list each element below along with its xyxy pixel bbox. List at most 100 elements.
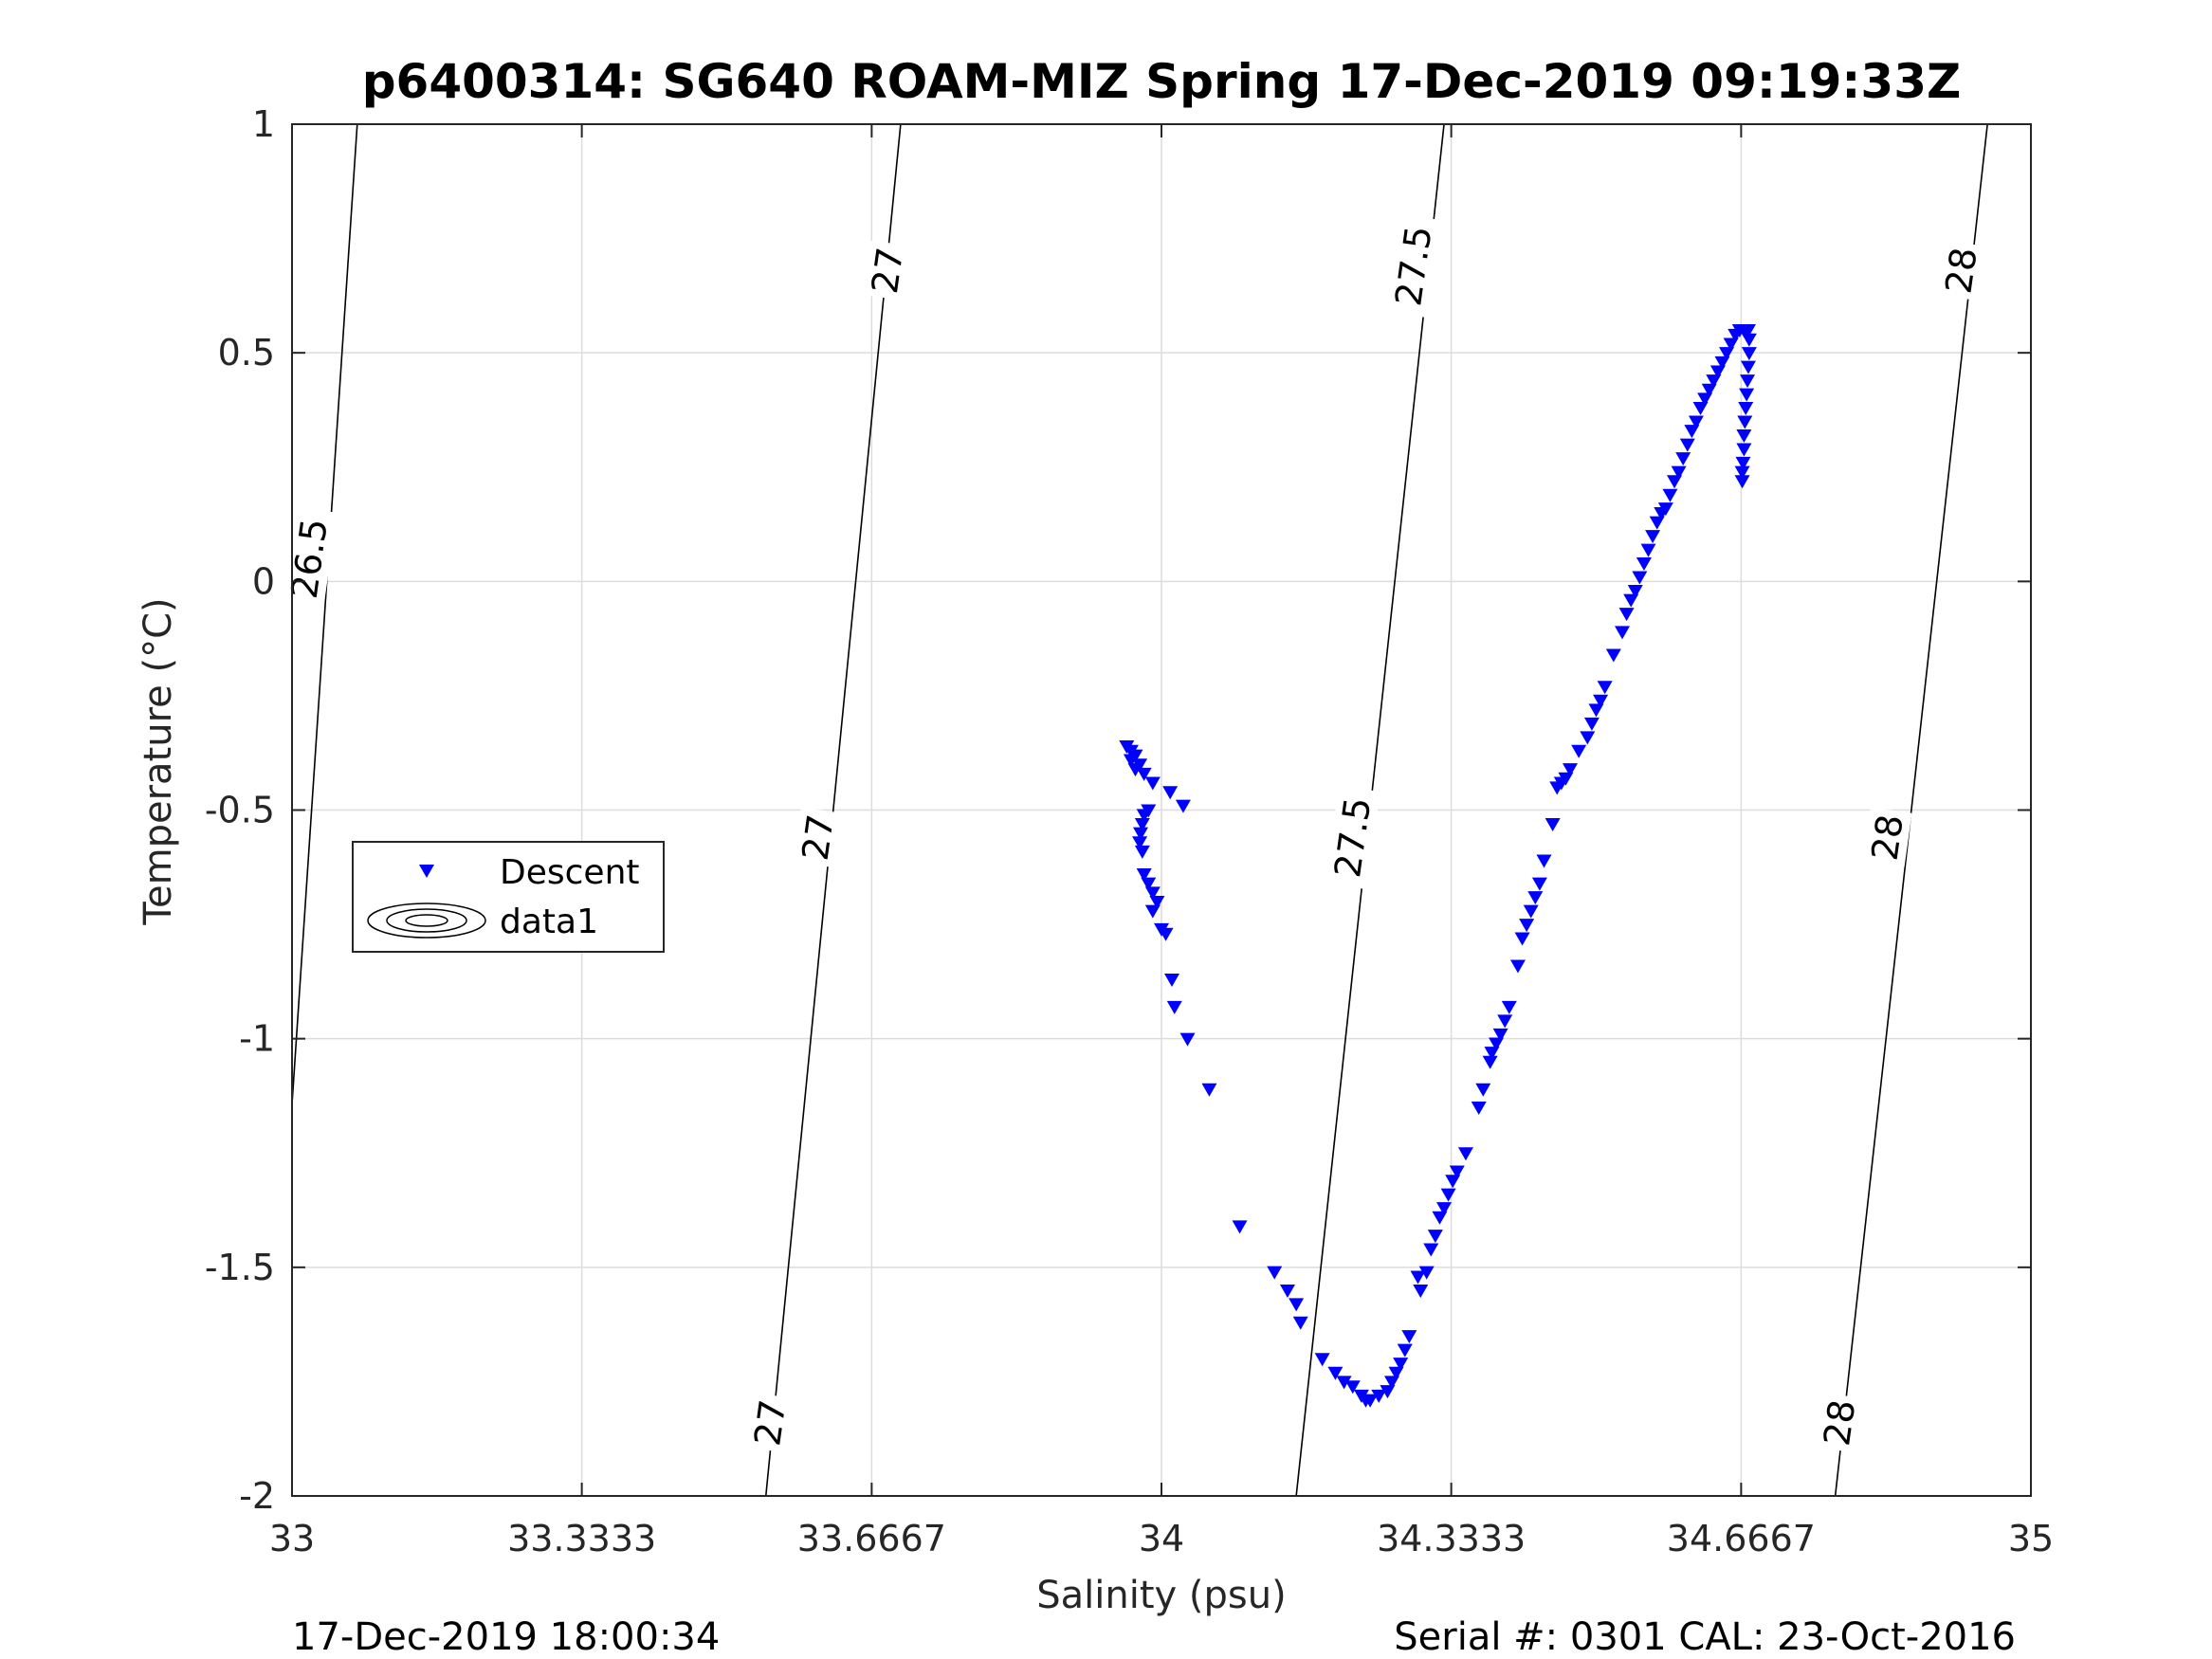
descent-point xyxy=(1741,333,1757,347)
descent-point xyxy=(1327,1366,1344,1380)
x-tick-label: 33.3333 xyxy=(507,1518,656,1559)
descent-point xyxy=(1697,392,1713,407)
descent-point xyxy=(1436,1202,1453,1216)
descent-point xyxy=(1723,337,1739,352)
descent-point xyxy=(1449,1165,1465,1179)
descent-point xyxy=(1519,919,1535,933)
descent-point xyxy=(1497,1014,1513,1029)
y-tick-label: -1.5 xyxy=(205,1247,275,1288)
isopycnal-label-text: 28 xyxy=(1816,1397,1863,1449)
descent-point xyxy=(1571,744,1587,758)
descent-point xyxy=(1136,767,1152,781)
descent-point xyxy=(1413,1284,1429,1298)
descent-point xyxy=(1709,365,1726,379)
descent-point xyxy=(1735,456,1751,470)
descent-point xyxy=(1179,1032,1196,1047)
descent-point xyxy=(1531,877,1547,891)
legend-contour-icon xyxy=(367,902,486,939)
descent-point xyxy=(1632,571,1648,585)
descent-point xyxy=(1562,763,1578,777)
descent-point xyxy=(1545,817,1561,831)
legend-descent-marker xyxy=(419,865,434,878)
isopycnal-label-text: 27 xyxy=(795,811,842,863)
descent-point xyxy=(1597,681,1613,695)
x-tick-label: 35 xyxy=(2008,1518,2054,1559)
isopycnal-line xyxy=(292,124,358,1116)
descent-point xyxy=(1501,1000,1517,1014)
descent-point xyxy=(1132,827,1148,841)
isopycnal-label-text: 28 xyxy=(1864,811,1911,863)
descent-point xyxy=(1588,703,1604,718)
x-tick-label: 34 xyxy=(1139,1518,1184,1559)
descent-point xyxy=(1127,763,1143,777)
y-tick-label: -2 xyxy=(239,1475,275,1517)
descent-point xyxy=(1267,1266,1283,1280)
descent-point xyxy=(1136,809,1152,823)
descent-point xyxy=(1136,868,1152,883)
footer-timestamp: 17-Dec-2019 18:00:34 xyxy=(292,1615,720,1659)
descent-point xyxy=(1384,1376,1400,1390)
descent-point xyxy=(1671,465,1687,480)
descent-point xyxy=(1675,452,1691,466)
descent-point xyxy=(1475,1083,1491,1097)
y-tick-label: 0 xyxy=(252,560,275,602)
descent-point xyxy=(1175,799,1191,813)
chart-title: p6400314: SG640 ROAM-MIZ Spring 17-Dec-2… xyxy=(362,54,1962,109)
descent-point xyxy=(1701,383,1717,397)
descent-point xyxy=(1740,324,1756,338)
descent-point xyxy=(1410,1270,1426,1285)
descent-point xyxy=(1714,356,1730,370)
descent-point xyxy=(1445,1175,1461,1189)
descent-point xyxy=(1605,648,1621,663)
descent-point xyxy=(1292,1316,1308,1330)
descent-point xyxy=(1667,475,1683,489)
descent-point xyxy=(1144,886,1161,901)
legend-label-descent: Descent xyxy=(500,853,640,892)
descent-point xyxy=(1692,402,1709,416)
x-tick-label: 33.6667 xyxy=(797,1518,946,1559)
descent-point xyxy=(1432,1211,1448,1225)
descent-point xyxy=(1640,543,1656,557)
isopycnal-label: 27 xyxy=(793,807,843,868)
y-tick-label: 1 xyxy=(252,103,275,145)
descent-point xyxy=(1662,488,1678,502)
descent-point xyxy=(1166,1000,1182,1014)
x-axis-label: Salinity (psu) xyxy=(1036,1574,1286,1617)
descent-point xyxy=(1388,1366,1404,1380)
descent-point xyxy=(1627,584,1643,598)
axis-ticks: 33 33.3333 33.6667 34 34.3333 34.6667 35 1 0.5 0 -… xyxy=(205,103,2054,1559)
descent-point xyxy=(1393,1358,1409,1372)
descent-point xyxy=(1623,593,1639,608)
descent-point xyxy=(1492,1028,1508,1042)
descent-point xyxy=(1618,608,1635,622)
isopycnal-label: 27 xyxy=(745,1393,795,1453)
descent-point xyxy=(1737,415,1753,429)
descent-point xyxy=(1509,959,1526,974)
descent-point xyxy=(1645,530,1661,544)
descent-point xyxy=(1440,1188,1456,1202)
isopycnal-line xyxy=(764,124,902,1496)
isopycnal-label: 28 xyxy=(1862,807,1912,868)
descent-point xyxy=(1371,1389,1387,1403)
isopycnal-label: 28 xyxy=(1936,240,1986,301)
descent-point xyxy=(1418,1266,1435,1280)
descent-point xyxy=(1482,1055,1498,1069)
descent-point xyxy=(1741,347,1757,361)
descent-point xyxy=(1523,904,1539,919)
descent-point xyxy=(1232,1220,1248,1234)
isopycnal-label-text: 28 xyxy=(1937,245,1984,296)
descent-point xyxy=(1536,854,1552,868)
isopycnal-label: 27 xyxy=(863,240,912,301)
descent-point xyxy=(1471,1102,1487,1116)
isopycnal-line xyxy=(1834,124,1988,1496)
descent-point xyxy=(1679,438,1695,452)
descent-point xyxy=(1615,626,1631,640)
descent-point xyxy=(1558,772,1574,786)
descent-point xyxy=(1134,817,1150,831)
descent-point xyxy=(1362,1394,1379,1408)
descent-point xyxy=(1144,904,1161,919)
descent-point xyxy=(1457,1147,1473,1161)
descent-point xyxy=(1583,717,1600,731)
descent-point xyxy=(1397,1343,1413,1358)
